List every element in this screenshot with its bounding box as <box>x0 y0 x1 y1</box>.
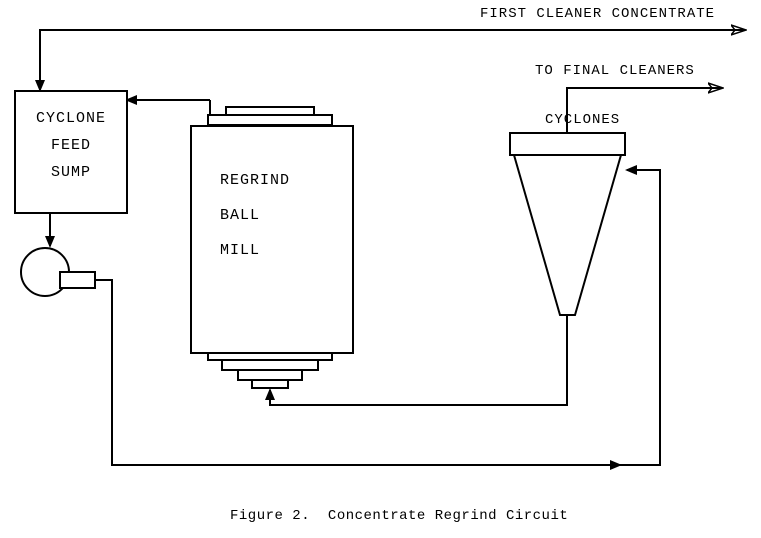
sump-label-2: FEED <box>16 137 126 154</box>
diagram-canvas: CYCLONE FEED SUMP REGRIND BALL MILL FIRS… <box>0 0 761 538</box>
mill-label-1: REGRIND <box>220 172 352 189</box>
to-final-cleaners-label: TO FINAL CLEANERS <box>535 63 695 79</box>
pump-outlet <box>60 272 95 288</box>
figure-caption: Figure 2. Concentrate Regrind Circuit <box>230 508 568 524</box>
mill-label-3: MILL <box>220 242 352 259</box>
sump-label-3: SUMP <box>16 164 126 181</box>
mill-top-rim-2 <box>208 115 332 125</box>
cyclone-feed-sump-box: CYCLONE FEED SUMP <box>14 90 128 214</box>
sump-label-1: CYCLONE <box>16 110 126 127</box>
cyclone-top-rect <box>510 133 625 155</box>
regrind-ball-mill-box: REGRIND BALL MILL <box>190 125 354 354</box>
mill-bot-rim-2 <box>222 360 318 370</box>
mill-bot-rim-4 <box>252 380 288 388</box>
mill-bot-rim-3 <box>238 370 302 380</box>
cyclones-label: CYCLONES <box>545 112 620 128</box>
cyclone-cone <box>514 155 621 315</box>
first-cleaner-line <box>40 30 730 90</box>
mill-top-rim-1 <box>226 107 314 115</box>
diagram-svg <box>0 0 761 538</box>
first-cleaner-concentrate-label: FIRST CLEANER CONCENTRATE <box>480 6 715 22</box>
mill-label-2: BALL <box>220 207 352 224</box>
